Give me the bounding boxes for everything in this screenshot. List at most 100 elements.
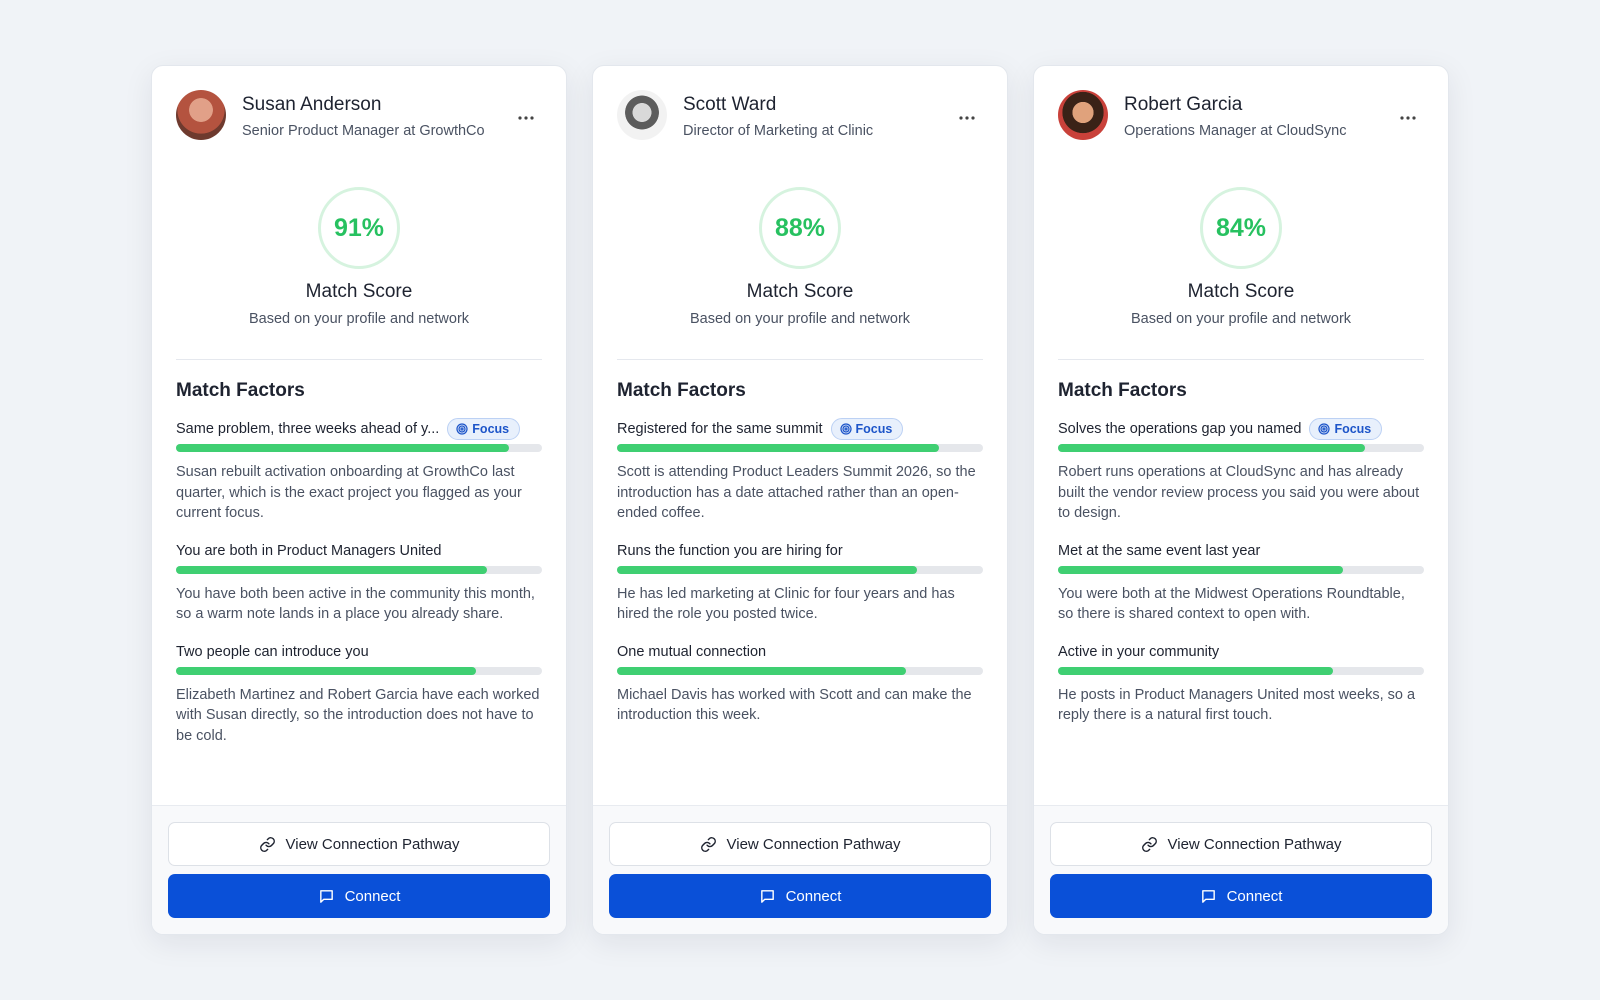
match-factor: Same problem, three weeks ahead of y... F… bbox=[176, 416, 542, 524]
chat-icon bbox=[759, 888, 776, 905]
score-block: 84% Match Score Based on your profile and … bbox=[1058, 187, 1424, 327]
strength-bar bbox=[617, 565, 918, 574]
factor-description: Scott is attending Product Leaders Summi… bbox=[617, 464, 976, 521]
factor-description: Michael Davis has worked with Scott and … bbox=[617, 686, 972, 724]
strength-track bbox=[176, 565, 542, 574]
person-name: Susan Anderson bbox=[242, 94, 382, 115]
avatar bbox=[176, 90, 226, 140]
strength-track bbox=[1058, 444, 1424, 452]
match-factor: Solves the operations gap you named Focus… bbox=[1058, 416, 1424, 524]
pathway-button[interactable]: View Connection Pathway bbox=[609, 822, 991, 866]
person-name: Scott Ward bbox=[683, 94, 777, 115]
factor-description: He posts in Product Managers United most… bbox=[1058, 686, 1416, 724]
score-label: Match Score bbox=[746, 281, 854, 302]
connect-button[interactable]: Connect bbox=[1050, 874, 1432, 918]
factor-description: He has led marketing at Clinic for four … bbox=[617, 585, 955, 623]
divider bbox=[176, 359, 542, 360]
person-title: Operations Manager at CloudSync bbox=[1124, 123, 1347, 139]
card-header: Robert Garcia Operations Manager at Cloud… bbox=[1058, 90, 1424, 141]
factors-heading: Match Factors bbox=[1058, 380, 1187, 401]
match-factor: Runs the function you are hiring for He h… bbox=[617, 538, 983, 625]
score-note: Based on your profile and network bbox=[1130, 311, 1352, 327]
identity: Robert Garcia Operations Manager at Cloud… bbox=[1124, 90, 1386, 141]
strength-track bbox=[617, 565, 983, 574]
factor-title-row: Registered for the same summit Focus bbox=[617, 416, 983, 442]
profile-card: Scott Ward Director of Marketing at Clini… bbox=[592, 65, 1008, 935]
score-ring: 91% bbox=[318, 187, 400, 269]
factor-title-row: You are both in Product Managers United bbox=[176, 538, 542, 564]
divider bbox=[617, 359, 983, 360]
strength-track bbox=[1058, 666, 1424, 675]
match-board: Susan Anderson Senior Product Manager at … bbox=[151, 65, 1450, 935]
more-menu[interactable] bbox=[1400, 104, 1416, 125]
match-factor: Two people can introduce you Elizabeth Ma… bbox=[176, 639, 542, 747]
avatar bbox=[617, 90, 667, 140]
factor-title: Solves the operations gap you named bbox=[1058, 421, 1302, 437]
strength-bar bbox=[1058, 666, 1333, 675]
factor-title: Same problem, three weeks ahead of y... bbox=[176, 421, 440, 437]
strength-track bbox=[617, 666, 983, 675]
identity: Susan Anderson Senior Product Manager at … bbox=[242, 90, 525, 141]
pathway-button[interactable]: View Connection Pathway bbox=[168, 822, 550, 866]
score-label: Match Score bbox=[305, 281, 413, 302]
button-label: Connect bbox=[785, 887, 842, 905]
score-label: Match Score bbox=[1187, 281, 1295, 302]
more-menu[interactable] bbox=[959, 104, 975, 125]
factor-description: Susan rebuilt activation onboarding at G… bbox=[176, 464, 522, 521]
factor-description: Elizabeth Martinez and Robert Garcia hav… bbox=[176, 686, 540, 744]
score-note: Based on your profile and network bbox=[248, 311, 470, 327]
strength-bar bbox=[617, 666, 907, 675]
strength-bar bbox=[176, 444, 510, 452]
link-icon bbox=[1141, 836, 1158, 853]
factor-title: Registered for the same summit bbox=[617, 421, 823, 437]
button-label: Connect bbox=[344, 887, 401, 905]
factor-title-row: Solves the operations gap you named Focus bbox=[1058, 416, 1424, 442]
person-name: Robert Garcia bbox=[1124, 94, 1243, 115]
card-body: Susan Anderson Senior Product Manager at … bbox=[152, 66, 566, 805]
match-factor: Registered for the same summit Focus Scott… bbox=[617, 416, 983, 524]
score-block: 91% Match Score Based on your profile and … bbox=[176, 187, 542, 327]
profile-card: Robert Garcia Operations Manager at Cloud… bbox=[1033, 65, 1449, 935]
pathway-button[interactable]: View Connection Pathway bbox=[1050, 822, 1432, 866]
factor-title: One mutual connection bbox=[617, 643, 767, 660]
factor-description: You were both at the Midwest Operations … bbox=[1058, 585, 1405, 623]
chat-icon bbox=[318, 888, 335, 905]
factors-heading: Match Factors bbox=[176, 380, 305, 401]
factor-title: Two people can introduce you bbox=[176, 643, 369, 660]
factor-title: Active in your community bbox=[1058, 643, 1220, 660]
strength-track bbox=[617, 444, 983, 452]
chat-icon bbox=[1200, 888, 1217, 905]
match-factor: One mutual connection Michael Davis has w… bbox=[617, 639, 983, 726]
factors-heading: Match Factors bbox=[617, 380, 746, 401]
score-ring: 88% bbox=[759, 187, 841, 269]
button-label: View Connection Pathway bbox=[726, 835, 901, 853]
strength-track bbox=[1058, 565, 1424, 574]
link-icon bbox=[259, 836, 276, 853]
badge-text: Focus bbox=[1334, 422, 1372, 436]
more-menu[interactable] bbox=[518, 104, 534, 125]
connect-button[interactable]: Connect bbox=[168, 874, 550, 918]
strength-track bbox=[176, 444, 542, 452]
strength-bar bbox=[176, 666, 477, 675]
button-label: View Connection Pathway bbox=[1167, 835, 1342, 853]
target-icon bbox=[456, 423, 468, 435]
strength-bar bbox=[176, 565, 488, 574]
person-title: Senior Product Manager at GrowthCo bbox=[242, 123, 485, 139]
link-icon bbox=[700, 836, 717, 853]
button-label: View Connection Pathway bbox=[285, 835, 460, 853]
card-header: Susan Anderson Senior Product Manager at … bbox=[176, 90, 542, 141]
person-title: Director of Marketing at Clinic bbox=[683, 123, 874, 139]
factor-title: Met at the same event last year bbox=[1058, 542, 1261, 559]
card-actions: View Connection Pathway Connect bbox=[152, 805, 566, 934]
profile-card: Susan Anderson Senior Product Manager at … bbox=[151, 65, 567, 935]
factor-title: Runs the function you are hiring for bbox=[617, 542, 843, 559]
match-factor: You are both in Product Managers United Y… bbox=[176, 538, 542, 625]
button-label: Connect bbox=[1226, 887, 1283, 905]
card-body: Robert Garcia Operations Manager at Cloud… bbox=[1034, 66, 1448, 805]
match-factor: Met at the same event last year You were … bbox=[1058, 538, 1424, 625]
badge-text: Focus bbox=[472, 422, 510, 436]
focus-badge: Focus bbox=[447, 418, 521, 440]
focus-badge: Focus bbox=[830, 418, 904, 440]
connect-button[interactable]: Connect bbox=[609, 874, 991, 918]
